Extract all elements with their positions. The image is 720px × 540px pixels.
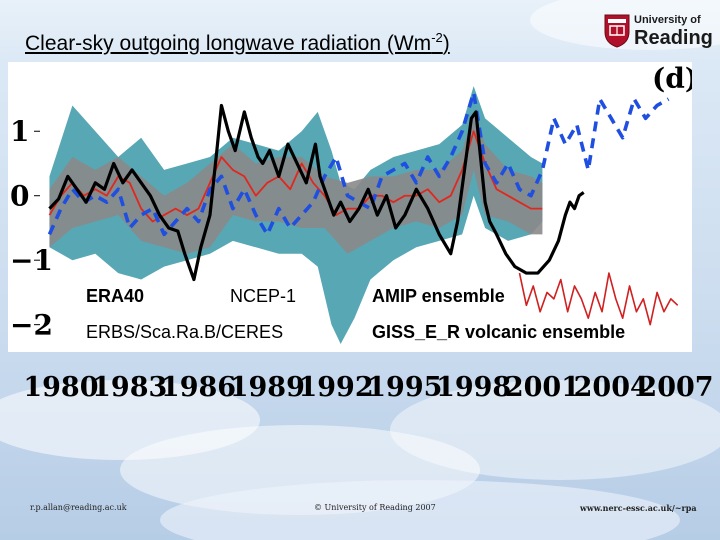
legend: ERA40 NCEP-1 AMIP ensemble ERBS/Sca.Ra.B/CE… — [86, 286, 625, 342]
slide-title-close: ) — [442, 32, 450, 55]
olr-chart: 1 0 −1 −2 ERA40 NCEP-1 AMIP ensemble ERBS/Sca.… — [10, 62, 698, 344]
slide-title-text: Clear-sky outgoing longwave radiation (W… — [25, 32, 432, 55]
bands-layer — [49, 86, 543, 344]
x-tick-label: 1992 — [298, 372, 373, 403]
y-tick-label: −2 — [10, 309, 53, 342]
x-tick-label: 2007 — [638, 372, 713, 403]
x-tick-label: 1983 — [92, 372, 167, 403]
x-tick-label: 1995 — [367, 372, 442, 403]
legend-entry-ncep-1: NCEP-1 — [230, 286, 296, 306]
lines-layer — [47, 90, 679, 326]
slide-title-superscript: -2 — [431, 30, 443, 45]
y-tick-label: 0 — [10, 180, 29, 213]
footer-url: www.nerc-essc.ac.uk/~rpa — [580, 503, 697, 513]
legend-entry-giss-e-r-volcanic-ensemble: GISS_E_R volcanic ensemble — [372, 322, 625, 342]
band-amip-ensemble-range — [49, 111, 543, 254]
x-tick-label: 1980 — [23, 372, 98, 403]
y-tick-label: −1 — [10, 244, 53, 277]
legend-entry-erbs-sca-ra-b-ceres: ERBS/Sca.Ra.B/CERES — [86, 322, 283, 342]
chart-panel: 1 0 −1 −2 ERA40 NCEP-1 AMIP ensemble ERBS/Sca.… — [8, 62, 698, 352]
series-era40 — [48, 103, 585, 282]
x-tick-label: 1986 — [161, 372, 236, 403]
crest-icon — [604, 14, 630, 48]
x-tick-label: 1989 — [230, 372, 305, 403]
legend-entry-era40: ERA40 — [86, 286, 144, 306]
slide-title: Clear-sky outgoing longwave radiation (W… — [25, 30, 450, 56]
series-erbs-scarab-ceres — [518, 272, 679, 326]
series-amip-ensemble — [48, 130, 543, 223]
panel-label: (d) — [652, 62, 692, 95]
footer-copyright: © University of Reading 2007 — [314, 503, 436, 512]
footer-email: r.p.allan@reading.ac.uk — [30, 503, 127, 512]
logo-text-line1: University of — [634, 14, 701, 26]
x-tick-label: 1998 — [436, 372, 511, 403]
x-tick-label: 2001 — [505, 372, 580, 403]
y-tick-label: 1 — [10, 115, 29, 148]
university-logo: University of Reading — [604, 10, 714, 54]
logo-text-line2: Reading — [634, 27, 713, 49]
legend-entry-amip-ensemble: AMIP ensemble — [372, 286, 505, 306]
axis-layer: 1 0 −1 −2 — [10, 115, 53, 341]
x-tick-label: 2004 — [574, 372, 649, 403]
